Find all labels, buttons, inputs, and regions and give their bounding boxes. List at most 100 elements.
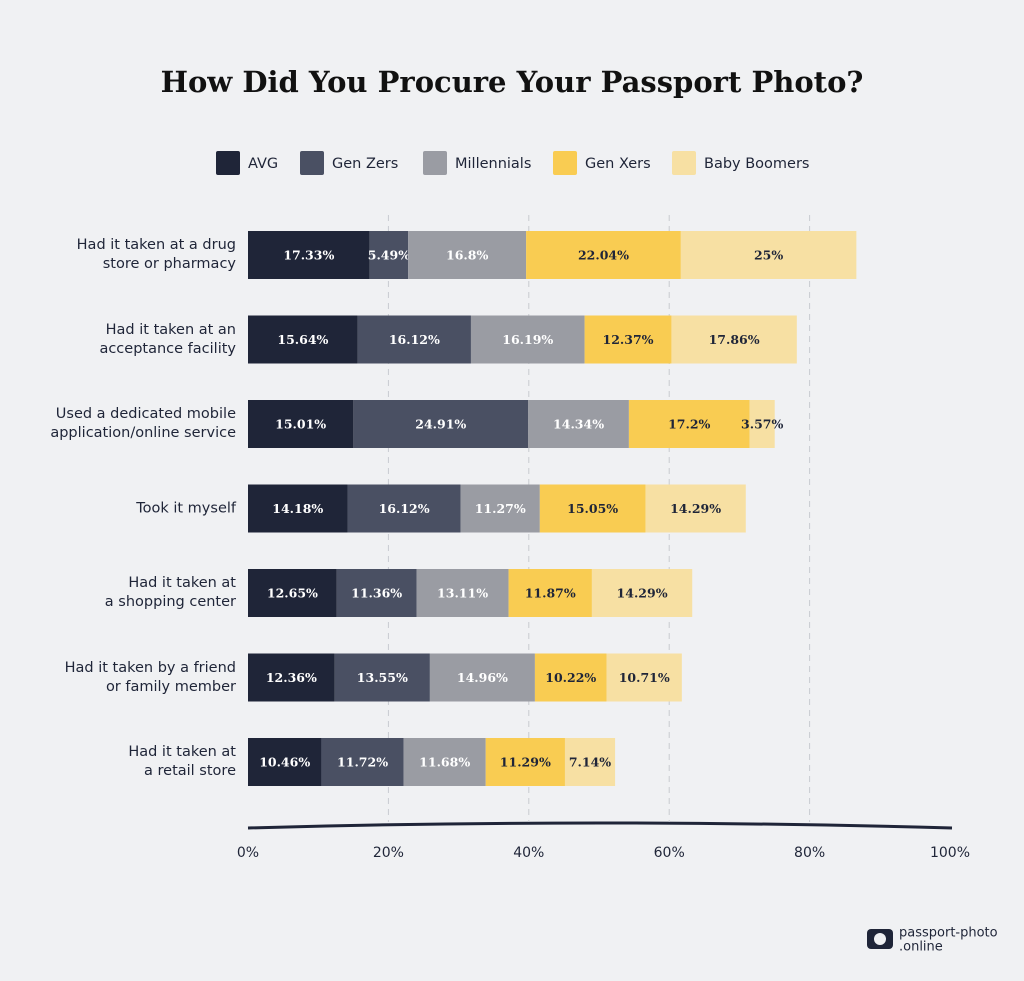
value-label: 15.64% <box>277 332 328 347</box>
bar-segment <box>429 653 535 702</box>
value-label: 14.29% <box>617 586 668 601</box>
value-label: 7.14% <box>569 755 611 770</box>
logo-text: .online <box>899 940 943 955</box>
bar-segment <box>645 484 746 533</box>
value-label: 16.12% <box>389 332 440 347</box>
category-label: Had it taken at an acceptance facility <box>99 321 236 357</box>
bar-segment <box>408 231 527 279</box>
legend-item: AVG <box>216 151 278 175</box>
category-label: Had it taken at a shopping center <box>104 575 236 610</box>
legend-swatch <box>216 151 240 175</box>
x-tick-label: 20% <box>373 845 404 861</box>
value-label: 24.91% <box>415 417 466 432</box>
legend-label: Gen Zers <box>332 156 398 172</box>
value-label: 12.36% <box>266 670 317 685</box>
category-label: Used a dedicated mobile application/onli… <box>50 406 236 441</box>
bar-segment <box>353 400 529 448</box>
legend-swatch <box>672 151 696 175</box>
bar-segment <box>357 315 471 364</box>
bar-segment <box>526 231 681 279</box>
value-label: 11.72% <box>337 755 388 770</box>
legend-item: Millennials <box>423 151 531 175</box>
value-label: 10.22% <box>545 670 596 685</box>
value-label: 15.01% <box>275 417 326 432</box>
legend-item: Gen Xers <box>553 151 651 175</box>
logo-lens <box>874 933 886 945</box>
bar-segment <box>508 569 592 617</box>
value-label: 13.11% <box>437 586 488 601</box>
bar-segment <box>628 400 750 448</box>
bar-segment <box>334 653 430 702</box>
bar-segment <box>321 738 404 786</box>
bar-segment <box>606 653 682 702</box>
value-label: 25% <box>754 248 783 263</box>
logo-text: passport-photo <box>899 926 998 941</box>
legend-swatch <box>553 151 577 175</box>
bar-segment <box>347 484 461 533</box>
category-label: Took it myself <box>136 500 236 516</box>
value-label: 17.33% <box>283 248 334 263</box>
bar-segment <box>671 315 797 364</box>
bar-segment <box>591 569 693 617</box>
legend-swatch <box>300 151 324 175</box>
bar-segment <box>248 231 370 279</box>
value-label: 14.18% <box>272 501 323 516</box>
x-axis <box>247 821 953 830</box>
bar-segment <box>248 569 337 617</box>
legend-item: Baby Boomers <box>672 151 809 175</box>
value-label: 16.12% <box>379 501 430 516</box>
bar-segment <box>248 315 358 364</box>
bar-segment <box>416 569 509 617</box>
value-label: 14.34% <box>553 417 604 432</box>
value-label: 22.04% <box>578 248 629 263</box>
value-label: 11.68% <box>419 755 470 770</box>
bar-segment <box>369 231 409 279</box>
bar-segment <box>539 484 646 533</box>
value-label: 14.29% <box>670 501 721 516</box>
bar-segment <box>680 231 857 279</box>
bar-segment <box>403 738 486 786</box>
x-tick-label: 100% <box>930 845 970 861</box>
legend-label: Gen Xers <box>585 156 651 172</box>
bar-segment <box>248 738 322 786</box>
value-label: 12.65% <box>267 586 318 601</box>
x-tick-label: 60% <box>654 845 685 861</box>
value-label: 15.05% <box>567 501 618 516</box>
value-label: 10.71% <box>619 670 670 685</box>
chart-title: How Did You Procure Your Passport Photo? <box>161 65 864 99</box>
bar-segment <box>749 400 775 448</box>
bar-segment <box>528 400 629 448</box>
value-label: 13.55% <box>357 670 408 685</box>
bar-segment <box>564 738 616 786</box>
value-label: 11.29% <box>500 755 551 770</box>
bar-segment <box>485 738 565 786</box>
bar-segment <box>460 484 540 533</box>
category-label: Had it taken at a drug store or pharmacy <box>76 237 236 272</box>
legend-label: Baby Boomers <box>704 156 809 172</box>
value-label: 17.2% <box>668 417 710 432</box>
value-label: 12.37% <box>603 332 654 347</box>
legend-item: Gen Zers <box>300 151 398 175</box>
value-label: 5.49% <box>368 248 410 263</box>
legend-swatch <box>423 151 447 175</box>
value-label: 17.86% <box>709 332 760 347</box>
bar-segment <box>248 653 335 702</box>
legend-label: AVG <box>248 156 278 172</box>
logo: passport-photo .online <box>867 926 998 955</box>
value-label: 14.96% <box>457 670 508 685</box>
legend-label: Millennials <box>455 156 531 172</box>
category-label: Had it taken at a retail store <box>128 744 236 779</box>
value-label: 11.87% <box>525 586 576 601</box>
bar-segment <box>248 484 348 533</box>
x-tick-label: 80% <box>794 845 825 861</box>
x-tick-label: 40% <box>513 845 544 861</box>
value-label: 11.36% <box>351 586 402 601</box>
value-label: 16.19% <box>502 332 553 347</box>
bar-segment <box>248 400 354 448</box>
bar-segment <box>470 315 585 364</box>
value-label: 16.8% <box>446 248 488 263</box>
bar-segment <box>534 653 607 702</box>
bar-segment <box>584 315 672 364</box>
